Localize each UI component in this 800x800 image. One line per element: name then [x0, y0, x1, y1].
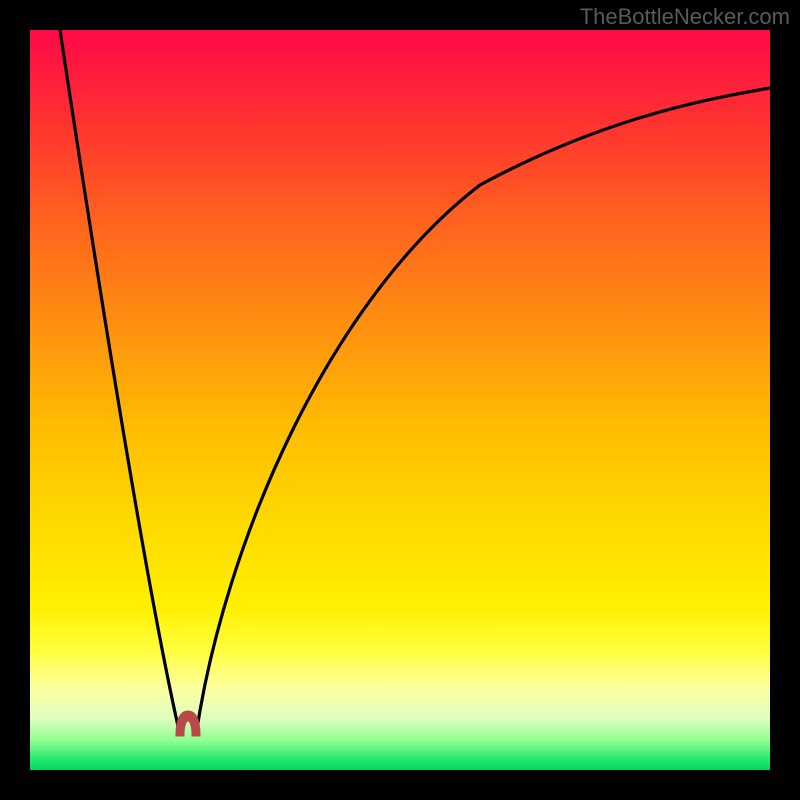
bottleneck-curve-plot [0, 0, 800, 800]
gradient-panel [30, 30, 770, 770]
chart-stage: TheBottleNecker.com [0, 0, 800, 800]
watermark-text: TheBottleNecker.com [580, 4, 790, 30]
